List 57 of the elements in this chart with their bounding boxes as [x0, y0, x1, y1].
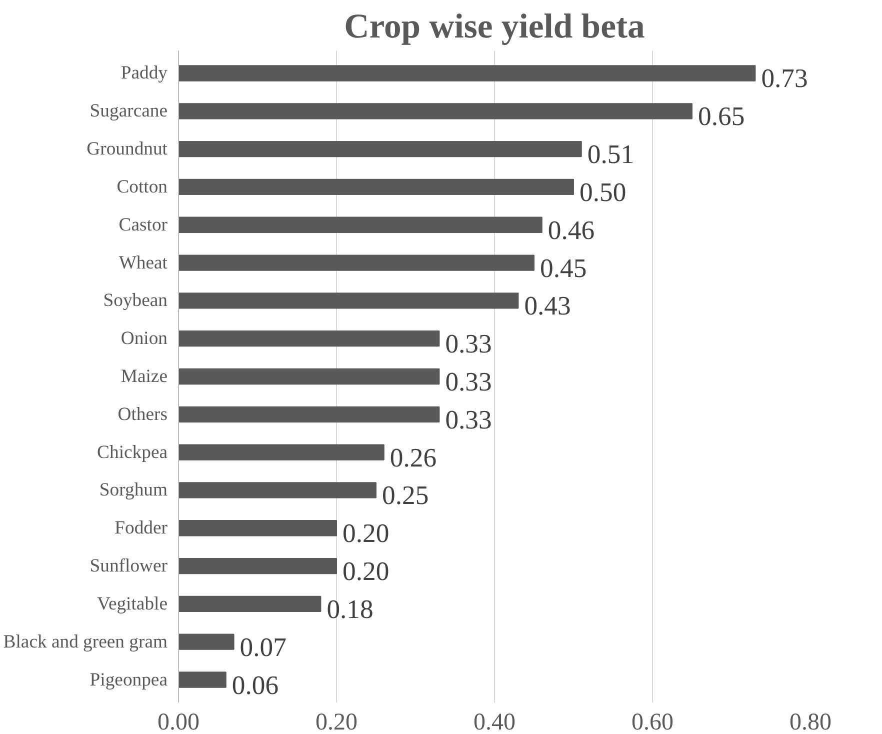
bar: [178, 520, 337, 536]
bar: [178, 368, 440, 385]
bar: [178, 634, 234, 650]
x-tick-label: 0.40: [474, 710, 516, 734]
bar: [178, 216, 542, 233]
x-tick-label: 0.80: [790, 710, 832, 734]
data-label: 0.06: [232, 670, 279, 700]
y-tick-label: Sorghum: [99, 480, 168, 501]
y-tick-label: Cotton: [116, 176, 168, 198]
bar: [178, 672, 226, 688]
data-label: 0.18: [326, 594, 374, 624]
data-label: 0.07: [240, 632, 286, 662]
data-label: 0.65: [698, 101, 745, 132]
data-label: 0.20: [342, 556, 390, 586]
bar: [178, 444, 384, 460]
y-tick-label: Onion: [120, 328, 168, 350]
y-tick-label: Chickpea: [97, 442, 168, 463]
data-label: 0.46: [548, 214, 595, 245]
y-tick-label: Sunflower: [90, 556, 168, 577]
data-label: 0.50: [580, 176, 626, 207]
y-tick-label: Wheat: [118, 252, 168, 274]
bar: [178, 330, 440, 347]
bar: [178, 292, 519, 309]
chart-title: Crop wise yield beta: [344, 8, 645, 46]
data-label: 0.33: [445, 328, 492, 359]
data-label: 0.33: [445, 404, 492, 434]
y-tick-label: Pigeonpea: [90, 669, 168, 690]
x-tick-label: 0.60: [632, 710, 674, 734]
data-label: 0.25: [382, 480, 429, 510]
bar: [178, 140, 582, 158]
y-tick-label: Groundnut: [86, 138, 168, 160]
y-tick-label: Fodder: [114, 518, 168, 539]
data-label: 0.33: [445, 366, 492, 396]
y-tick-label: Castor: [118, 214, 168, 236]
bar: [178, 65, 756, 82]
x-tick-label: 0.20: [316, 710, 358, 734]
y-tick-label: Sugarcane: [90, 100, 168, 122]
data-label: 0.45: [540, 252, 587, 283]
y-tick-label: Soybean: [103, 290, 168, 312]
bar: [178, 178, 574, 196]
y-tick-label: Maize: [120, 366, 168, 387]
bar: [178, 406, 440, 422]
y-tick-label: Vegitable: [97, 593, 168, 614]
bar: [178, 482, 376, 498]
data-label: 0.20: [342, 518, 390, 548]
x-tick-label: 0.00: [158, 710, 200, 734]
bar: [178, 254, 534, 271]
data-label: 0.43: [524, 290, 571, 321]
y-tick-label: Others: [118, 404, 168, 425]
data-label: 0.26: [390, 442, 437, 472]
bar: [178, 103, 692, 120]
data-label: 0.51: [587, 139, 634, 170]
y-tick-label: Black and green gram: [3, 631, 168, 652]
y-tick-label: Paddy: [120, 62, 168, 84]
bar: [178, 558, 337, 574]
data-label: 0.73: [761, 63, 808, 94]
bar: [178, 596, 322, 612]
